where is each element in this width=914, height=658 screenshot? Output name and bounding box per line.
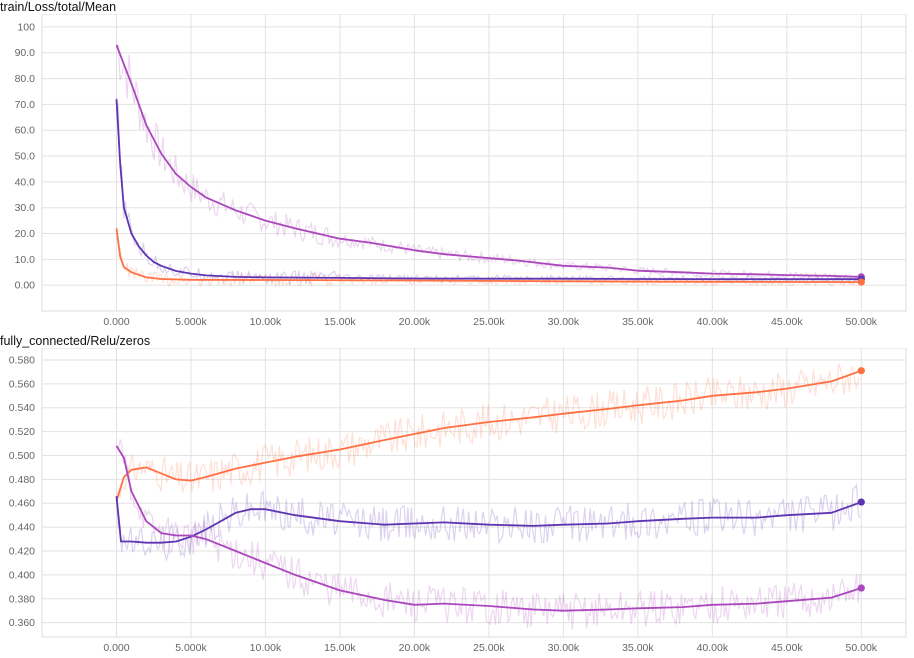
series-end-point [857, 278, 865, 286]
loss-chart: 0.000 5.000k 10.00k 15.00k 20.00k 25.00k 30.00… [15, 14, 907, 328]
x-tick-label: 25.00k [473, 642, 505, 654]
x-tick-label: 40.00k [697, 642, 729, 654]
y-tick-label: 0.400 [9, 569, 35, 581]
raw-series-line [115, 227, 861, 288]
x-tick-label: 25.00k [473, 316, 505, 328]
x-tick-label: 0.000 [103, 642, 129, 654]
y-tick-label: 100 [17, 21, 35, 33]
relu-zeros-chart: 0.000 5.000k 10.00k 15.00k 20.00k 25.00k 30.00… [9, 348, 907, 654]
series-line [115, 369, 862, 502]
x-tick-label: 40.00k [697, 316, 729, 328]
x-tick-label: 35.00k [622, 642, 654, 654]
series-end-point [857, 498, 865, 506]
y-tick-label: 70.0 [15, 99, 36, 111]
series-line [115, 496, 862, 544]
series-line [115, 44, 862, 278]
x-tick-label: 30.00k [548, 316, 580, 328]
y-tick-label: 60.0 [15, 125, 36, 137]
y-tick-label: 0.580 [9, 354, 35, 366]
x-tick-label: 20.00k [399, 316, 431, 328]
x-tick-label: 50.00k [846, 316, 878, 328]
y-tick-label: 0.540 [9, 402, 35, 414]
series-line [115, 228, 862, 284]
y-tick-label: 90.0 [15, 47, 36, 59]
x-tick-label: 10.00k [250, 316, 282, 328]
x-tick-label: 15.00k [324, 642, 356, 654]
x-tick-label: 50.00k [846, 642, 878, 654]
y-tick-label: 10.0 [15, 254, 36, 266]
x-tick-label: 0.000 [103, 316, 129, 328]
y-tick-label: 50.0 [15, 151, 36, 163]
y-tick-label: 20.0 [15, 228, 36, 240]
x-tick-label: 5.000k [175, 316, 207, 328]
y-tick-label: 0.360 [9, 617, 35, 629]
y-tick-label: 0.380 [9, 593, 35, 605]
x-tick-label: 20.00k [399, 642, 431, 654]
raw-series-line [115, 363, 861, 503]
raw-series-line [115, 98, 861, 287]
y-tick-label: 0.440 [9, 522, 35, 534]
chart-title: train/Loss/total/Mean [0, 0, 117, 14]
x-tick-label: 10.00k [250, 642, 282, 654]
plot-frame [41, 348, 907, 638]
raw-series-line [116, 45, 861, 282]
chart-title: fully_connected/Relu/zeros [0, 334, 151, 348]
y-tick-label: 0.420 [9, 546, 35, 558]
y-tick-label: 40.0 [15, 176, 36, 188]
series-line [115, 445, 862, 612]
x-tick-label: 30.00k [548, 642, 580, 654]
y-tick-label: 0.520 [9, 426, 35, 438]
x-tick-label: 35.00k [622, 316, 654, 328]
series-line [115, 99, 862, 281]
raw-series-line [115, 437, 861, 630]
x-tick-label: 5.000k [175, 642, 207, 654]
x-tick-label: 15.00k [324, 316, 356, 328]
plot-frame [41, 14, 907, 312]
y-tick-label: 30.0 [15, 202, 36, 214]
x-tick-label: 45.00k [771, 316, 803, 328]
x-tick-label: 45.00k [771, 642, 803, 654]
y-tick-label: 80.0 [15, 73, 36, 85]
y-tick-label: 0.560 [9, 378, 35, 390]
y-tick-label: 0.500 [9, 450, 35, 462]
y-tick-label: 0.480 [9, 474, 35, 486]
series-end-point [857, 367, 865, 375]
y-tick-label: 0.460 [9, 498, 35, 510]
y-tick-label: 0.00 [15, 280, 36, 292]
series-end-point [857, 584, 865, 592]
